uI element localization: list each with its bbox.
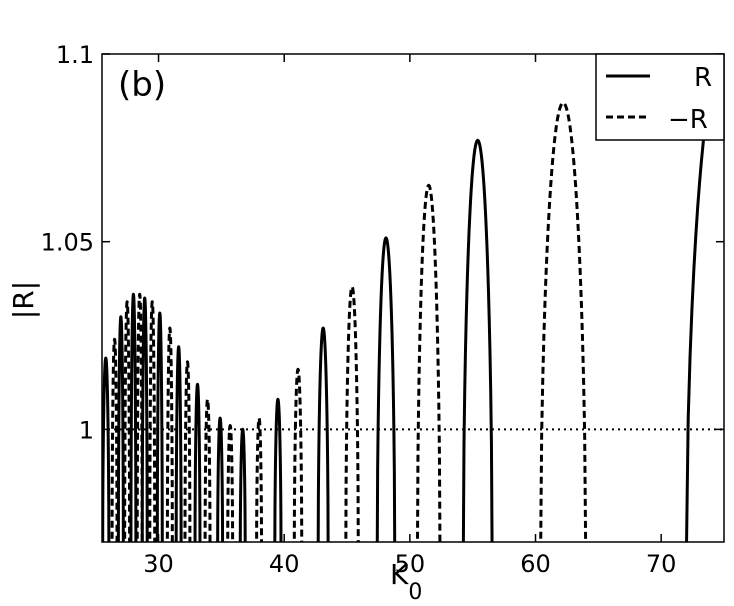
x-tick-label: 40 [269,550,300,578]
series-neg-r-lobe [539,101,588,542]
series-r-lobe [116,315,125,542]
series-neg-r-lobe [344,285,360,542]
series-r-lobe [102,356,111,542]
y-tick-label: 1.05 [41,229,94,257]
x-axis-label-main: K [390,558,409,591]
series-r-lobe [140,296,149,542]
series-r-lobe [238,427,247,542]
series-neg-r-lobe [203,397,212,542]
series-r-lobe [375,236,397,542]
series-r-lobe [216,416,225,542]
series-r-lobe [129,292,138,542]
x-tick-label: 50 [395,550,426,578]
series-neg-r-lobe [148,300,157,542]
series-neg-r-lobe [165,326,174,542]
y-axis-label: |R| [7,281,40,319]
legend-label-0: R [694,63,712,93]
y-tick-label: 1 [79,416,94,444]
series-r-lobe [461,138,494,542]
x-tick-label: 30 [143,550,174,578]
x-axis-label-subscript: 0 [408,580,422,605]
x-tick-label: 70 [646,550,677,578]
series-neg-r-lobe [416,183,442,542]
legend-label-1: −R [668,105,708,135]
x-tick-label: 60 [520,550,551,578]
series-neg-r-lobe [110,337,119,542]
series-r-lobe [273,397,283,542]
panel-label: (b) [118,65,166,105]
y-tick-label: 1.1 [56,41,94,69]
series-r-lobe [316,326,330,542]
tick-layer: 30 40 50 60 70 1 1.05 1.1 [41,41,724,578]
legend-box [595,53,725,141]
series-r-lobe [155,311,164,542]
series-neg-r-lobe [123,300,132,542]
series-r-lobe [193,382,202,542]
series-r-lobe [174,345,183,542]
series-neg-r-lobe [135,292,144,542]
series-neg-r-lobe [255,416,264,542]
series-neg-r-lobe [226,424,235,542]
series-layer [102,54,722,542]
legend: R −R [595,53,725,141]
series-r-lobe [685,54,722,542]
series-neg-r-lobe [292,367,304,542]
x-axis-label: K0 [390,558,422,605]
series-neg-r-lobe [183,360,192,542]
plot-area-frame [101,53,725,543]
